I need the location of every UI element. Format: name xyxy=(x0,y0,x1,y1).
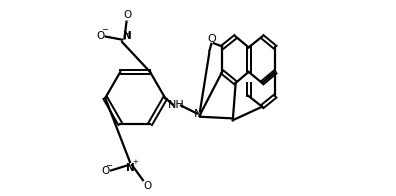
Text: O: O xyxy=(102,166,110,176)
Text: N: N xyxy=(194,109,203,119)
Text: O: O xyxy=(97,31,105,41)
Text: NH: NH xyxy=(168,100,185,110)
Text: N: N xyxy=(126,163,134,173)
Text: −: − xyxy=(106,162,112,171)
Text: O: O xyxy=(123,10,131,20)
Text: +: + xyxy=(126,31,131,37)
Text: +: + xyxy=(132,159,138,165)
Text: O: O xyxy=(143,181,152,191)
Text: N: N xyxy=(123,31,132,41)
Text: O: O xyxy=(208,34,216,44)
Text: −: − xyxy=(101,25,108,34)
